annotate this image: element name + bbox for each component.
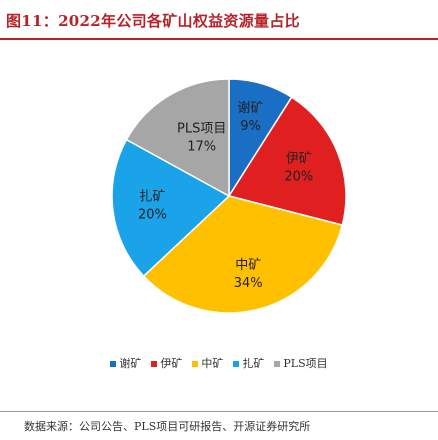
- slice-name-label: 中矿: [235, 258, 261, 273]
- legend-item: 扎矿: [233, 355, 264, 371]
- legend-item: PLS项目: [274, 355, 328, 371]
- slice-value-label: 34%: [234, 276, 263, 291]
- source-note: 数据来源：公司公告、PLS项目可研报告、开源证券研究所: [24, 420, 311, 433]
- slice-name-label: 扎矿: [139, 190, 165, 205]
- slice-name-label: 伊矿: [286, 152, 312, 167]
- slice-value-label: 20%: [284, 170, 313, 185]
- slice-name-label: PLS项目: [177, 122, 226, 137]
- chart-legend: 谢矿 伊矿 中矿 扎矿 PLS项目: [0, 355, 438, 371]
- pie-chart: 谢矿 9% 伊矿 20% 中矿 34% 扎矿 20% PLS项目 17%: [111, 78, 347, 314]
- legend-swatch: [151, 361, 158, 367]
- legend-swatch: [110, 361, 117, 367]
- pie-slice: [142, 195, 344, 314]
- legend-item: 中矿: [192, 355, 223, 371]
- pie-slice: [111, 138, 231, 278]
- slice-value-label: 20%: [138, 208, 167, 223]
- legend-swatch: [233, 361, 240, 367]
- legend-label: 谢矿: [119, 357, 142, 370]
- slice-name-label: 谢矿: [237, 100, 263, 116]
- title-rule: [0, 38, 438, 40]
- pie-slice: [227, 96, 347, 227]
- legend-item: 谢矿: [110, 355, 141, 371]
- legend-label: 中矿: [201, 357, 224, 370]
- slice-value-label: 17%: [187, 140, 216, 155]
- legend-label: 扎矿: [242, 357, 265, 370]
- pie-slice: [125, 78, 230, 198]
- legend-item: 伊矿: [151, 355, 182, 371]
- source-rule: [0, 411, 438, 412]
- figure-title: 图11：2022年公司各矿山权益资源量占比: [6, 12, 300, 30]
- legend-label: 伊矿: [160, 357, 183, 370]
- legend-swatch: [274, 361, 281, 367]
- legend-swatch: [192, 361, 199, 367]
- legend-label: PLS项目: [283, 357, 328, 370]
- slice-value-label: 9%: [240, 119, 261, 134]
